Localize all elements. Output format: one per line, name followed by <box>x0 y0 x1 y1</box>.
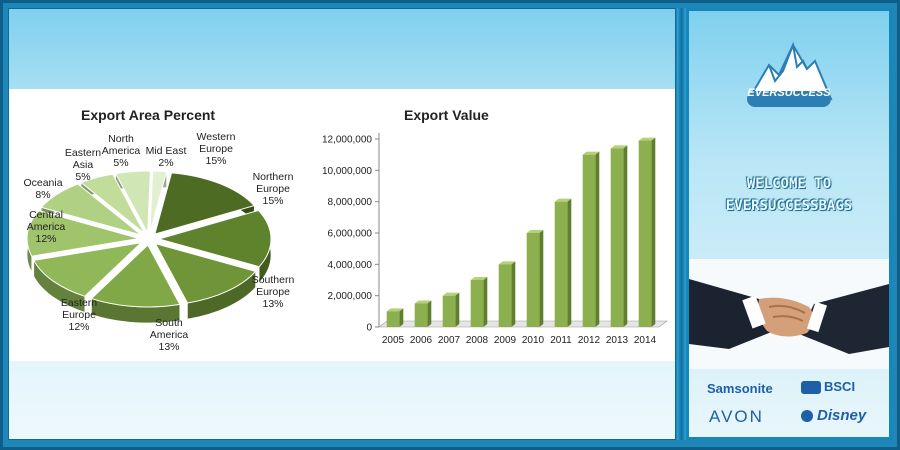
x-tick-label: 2012 <box>578 335 601 346</box>
pie-label-southern-europe: Southern Europe 13% <box>251 274 295 310</box>
x-tick-label: 2008 <box>466 335 489 346</box>
brand-avon: AVON <box>709 407 764 426</box>
pie-label-northern-europe: Northern Europe 15% <box>252 171 294 207</box>
x-tick-label: 2006 <box>410 335 433 346</box>
bsci-icon <box>801 381 821 395</box>
brand-samsonite: Samsonite <box>707 381 773 396</box>
pie-slice <box>80 173 146 234</box>
pie-label-western-europe: Western Europe 15% <box>196 131 236 167</box>
y-tick-label: 8,000,000 <box>328 197 373 208</box>
bar-chart: 0 2,000,000 4,000,000 6,000,000 8,000,000 10,… <box>322 133 668 346</box>
bar-side <box>651 137 656 327</box>
bar-top <box>470 277 488 280</box>
charts-area: Export Area Percent Western Europe 15% No… <box>9 89 675 361</box>
pie-chart <box>26 170 272 324</box>
pie-chart-title: Export Area Percent <box>81 107 216 123</box>
bar-2013 <box>610 148 624 327</box>
pie-label-mid-east: Mid East 2% <box>145 145 187 169</box>
bar-chart-title: Export Value <box>404 107 489 123</box>
pie-slice <box>149 170 168 234</box>
bar-top <box>386 308 404 312</box>
bar-2014 <box>638 140 652 327</box>
pie-label-north-america: North America 5% <box>101 133 141 169</box>
x-tick-label: 2009 <box>494 335 517 346</box>
y-tick-label: 10,000,000 <box>322 166 372 177</box>
pie-slice <box>40 183 142 236</box>
bar-2006 <box>414 303 428 327</box>
handshake-image <box>689 259 889 369</box>
pie-label-oceania: Oceania 8% <box>23 177 63 201</box>
pie-label-eastern-asia: Eastern Asia 5% <box>64 147 102 183</box>
welcome-line-2: EVERSUCCESSBAGS <box>725 198 853 214</box>
bar-top <box>638 137 656 141</box>
sidebar-panel: EVERSUCCESS WELCOME TO EVERSUCCESSBAGS S… <box>686 8 892 440</box>
pie-slice <box>90 244 181 308</box>
y-tick-label: 0 <box>366 323 372 334</box>
bar-side <box>539 230 544 327</box>
pie-slice <box>26 210 140 257</box>
y-tick-label: 6,000,000 <box>328 229 373 240</box>
x-tick-label: 2011 <box>550 335 572 346</box>
bar-top <box>582 151 600 155</box>
x-tick-label: 2005 <box>382 335 405 346</box>
x-tick-label: 2007 <box>438 335 461 346</box>
x-tick-label: 2010 <box>522 335 545 346</box>
main-panel: Export Area Percent Western Europe 15% No… <box>8 8 676 440</box>
y-tick-label: 4,000,000 <box>328 260 373 271</box>
brand-bsci: BSCI <box>801 379 855 395</box>
bar-top <box>414 300 432 304</box>
welcome-heading: WELCOME TO EVERSUCCESSBAGS <box>689 173 889 217</box>
bar-2011 <box>554 201 568 327</box>
bar-side <box>511 261 516 327</box>
pie-label-eastern-europe: Eastern Europe 12% <box>60 297 98 333</box>
panel-divider <box>677 8 686 440</box>
x-tick-label: 2014 <box>634 335 657 346</box>
pie-slice <box>114 170 151 235</box>
eversuccess-logo[interactable] <box>741 39 837 109</box>
welcome-line-1: WELCOME TO <box>746 176 832 192</box>
bar-2010 <box>526 233 540 327</box>
bar-top <box>442 292 460 296</box>
bar-2005 <box>386 311 400 327</box>
logo-text: EVERSUCCESS <box>747 87 831 99</box>
mickey-icon <box>801 410 813 423</box>
pie-slice <box>33 241 143 297</box>
pie-slice <box>157 209 272 268</box>
y-tick-label: 2,000,000 <box>328 291 373 302</box>
bar-side <box>567 198 572 327</box>
pie-slice <box>154 172 256 235</box>
pie-label-central-america: Central America 12% <box>26 209 66 245</box>
bar-2012 <box>582 154 596 327</box>
bar-side <box>427 300 432 327</box>
bar-2007 <box>442 295 456 327</box>
bar-side <box>455 292 460 327</box>
brand-disney: Disney <box>801 407 866 424</box>
bar-side <box>623 145 628 327</box>
bar-top <box>610 145 628 149</box>
bar-2008 <box>470 280 484 327</box>
pie-label-south-america: South America 13% <box>149 317 189 353</box>
y-tick-label: 12,000,000 <box>322 135 372 146</box>
bar-side <box>399 308 404 327</box>
brand-logos: Samsonite BSCI AVON Disney <box>689 373 889 435</box>
x-tick-label: 2013 <box>606 335 629 346</box>
bar-top <box>498 261 516 265</box>
pie-slice <box>154 242 257 304</box>
bar-top <box>526 230 544 233</box>
bar-side <box>483 277 488 327</box>
bar-side <box>595 151 600 327</box>
bar-top <box>554 198 572 202</box>
bar-2009 <box>498 264 512 327</box>
